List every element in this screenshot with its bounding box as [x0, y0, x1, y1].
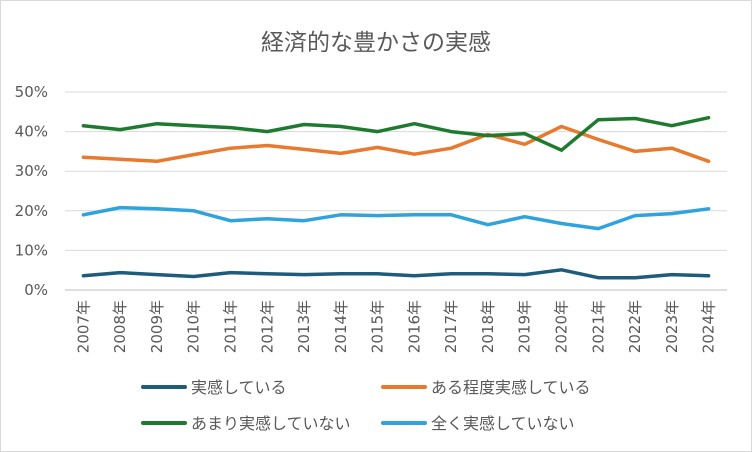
series-line	[81, 115, 711, 152]
x-tick-label: 2015年	[369, 300, 387, 353]
x-tick-label: 2012年	[258, 300, 276, 353]
gridlines	[65, 91, 727, 291]
legend-label: 全く実感していない	[431, 414, 575, 433]
x-tick-label: 2017年	[442, 300, 460, 353]
legend-label: あまり実感していない	[191, 414, 351, 433]
y-tick-label: 40%	[15, 123, 48, 141]
x-tick-label: 2024年	[700, 300, 718, 353]
series-line	[81, 124, 711, 164]
x-tick-label: 2016年	[405, 300, 423, 353]
y-tick-label: 20%	[15, 202, 48, 220]
y-tick-label: 30%	[15, 162, 48, 180]
series-line	[81, 268, 711, 280]
x-tick-label: 2010年	[185, 300, 203, 353]
x-tick-label: 2009年	[148, 300, 166, 353]
x-tick-label: 2022年	[626, 300, 644, 353]
x-tick-label: 2008年	[111, 300, 129, 353]
x-tick-label: 2018年	[479, 300, 497, 353]
y-tick-label: 0%	[24, 281, 48, 299]
y-tick-label: 50%	[15, 83, 48, 101]
series-lines	[81, 115, 711, 280]
x-tick-label: 2014年	[332, 300, 350, 353]
y-axis-ticks: 0% 10% 20% 30% 40% 50%	[15, 83, 48, 299]
x-tick-label: 2021年	[589, 300, 607, 353]
x-tick-label: 2007年	[74, 300, 92, 353]
legend-label: 実感している	[191, 378, 287, 397]
y-tick-label: 10%	[15, 241, 48, 259]
series-line	[81, 205, 711, 231]
chart-title: 経済的な豊かさの実感	[261, 30, 491, 56]
x-axis-ticks: 2007年 2008年 2009年 2010年 2011年 2012年 2013年 2014年…	[74, 300, 717, 353]
x-tick-label: 2020年	[553, 300, 571, 353]
x-tick-label: 2019年	[516, 300, 534, 353]
x-tick-label: 2013年	[295, 300, 313, 353]
x-tick-label: 2023年	[663, 300, 681, 353]
legend-label: ある程度実感している	[431, 378, 591, 397]
x-tick-label: 2011年	[222, 300, 240, 353]
